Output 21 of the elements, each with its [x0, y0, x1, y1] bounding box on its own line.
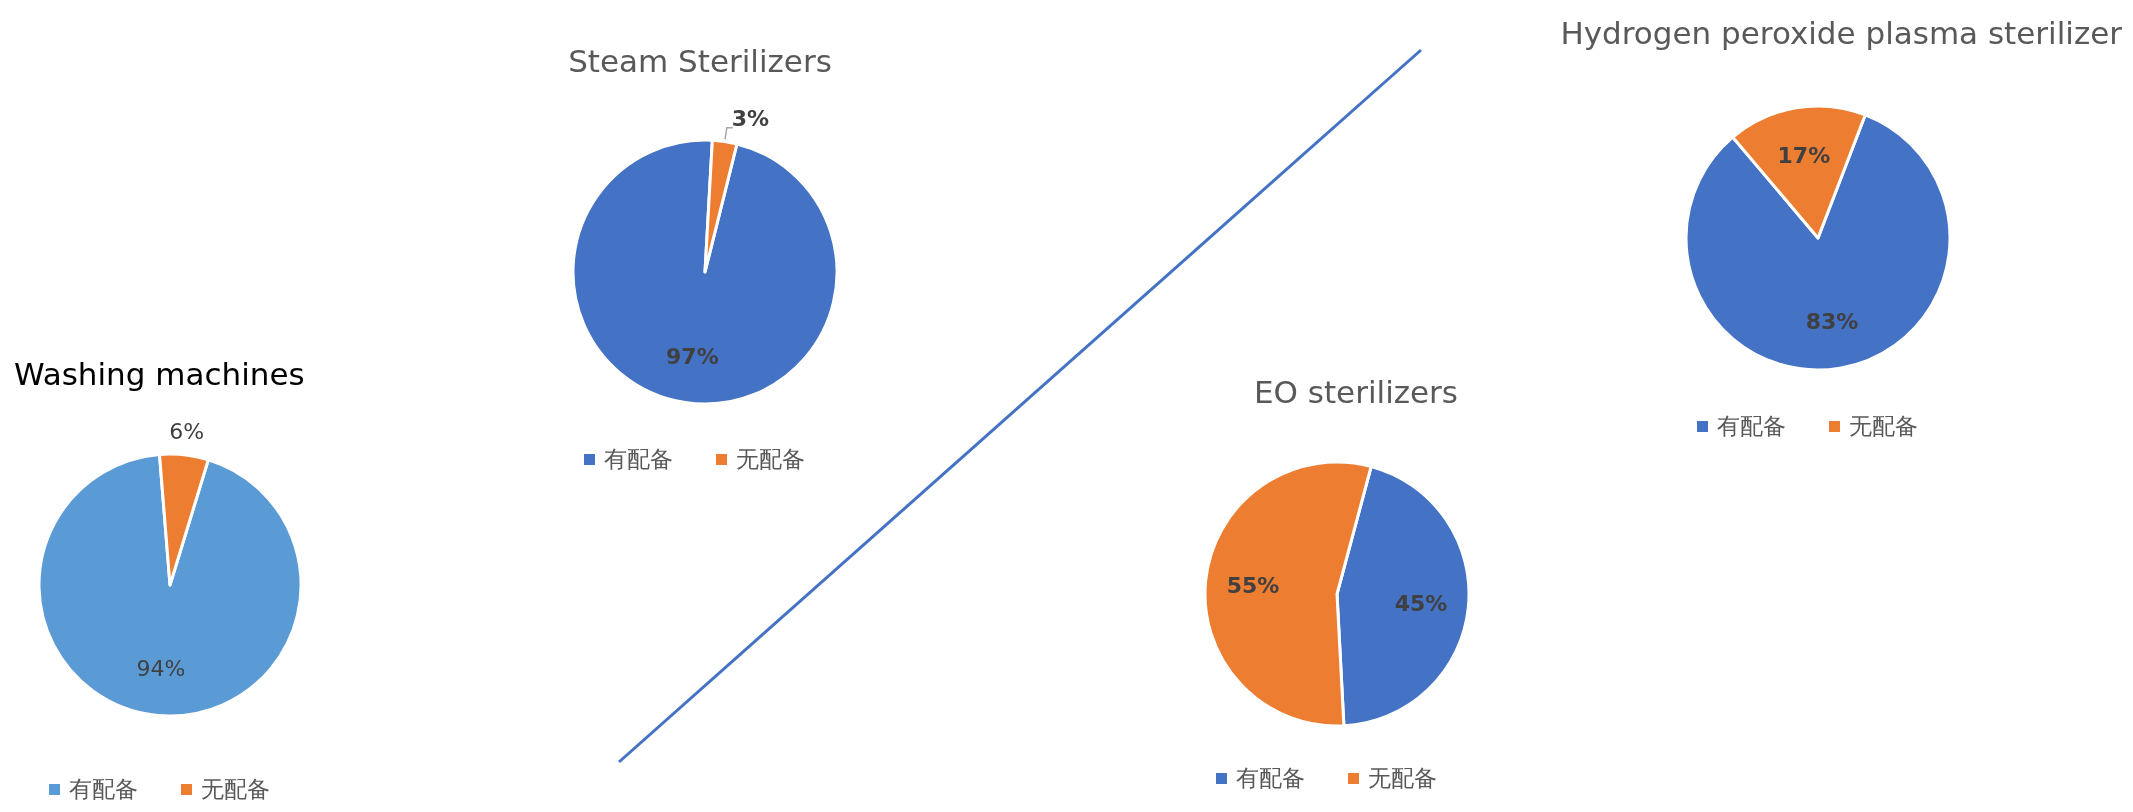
data-label: 55%: [1226, 573, 1280, 599]
legend-label: 有配备: [1236, 765, 1305, 791]
data-label: 17%: [1777, 142, 1831, 168]
legend-label: 无配备: [1368, 765, 1437, 791]
chart-title: Hydrogen peroxide plasma sterilizer: [1560, 15, 2123, 51]
data-label: 94%: [136, 656, 186, 682]
data-label: 97%: [666, 343, 719, 369]
legend-label: 有配备: [604, 446, 673, 472]
data-label: 3%: [731, 105, 770, 131]
data-label: 83%: [1805, 309, 1859, 335]
legend-label: 无配备: [736, 446, 805, 472]
legend-label: 有配备: [1717, 413, 1786, 439]
legend-label: 有配备: [69, 776, 138, 802]
legend-label: 无配备: [1849, 413, 1918, 439]
legend-label: 无配备: [201, 776, 270, 802]
chart-title: EO sterilizers: [1253, 374, 1459, 410]
chart-title: Washing machines: [14, 356, 305, 392]
chart-title: Steam Sterilizers: [568, 43, 832, 79]
pie-slice: [571, 138, 839, 406]
data-label: 45%: [1394, 590, 1448, 616]
data-label: 6%: [169, 418, 205, 444]
